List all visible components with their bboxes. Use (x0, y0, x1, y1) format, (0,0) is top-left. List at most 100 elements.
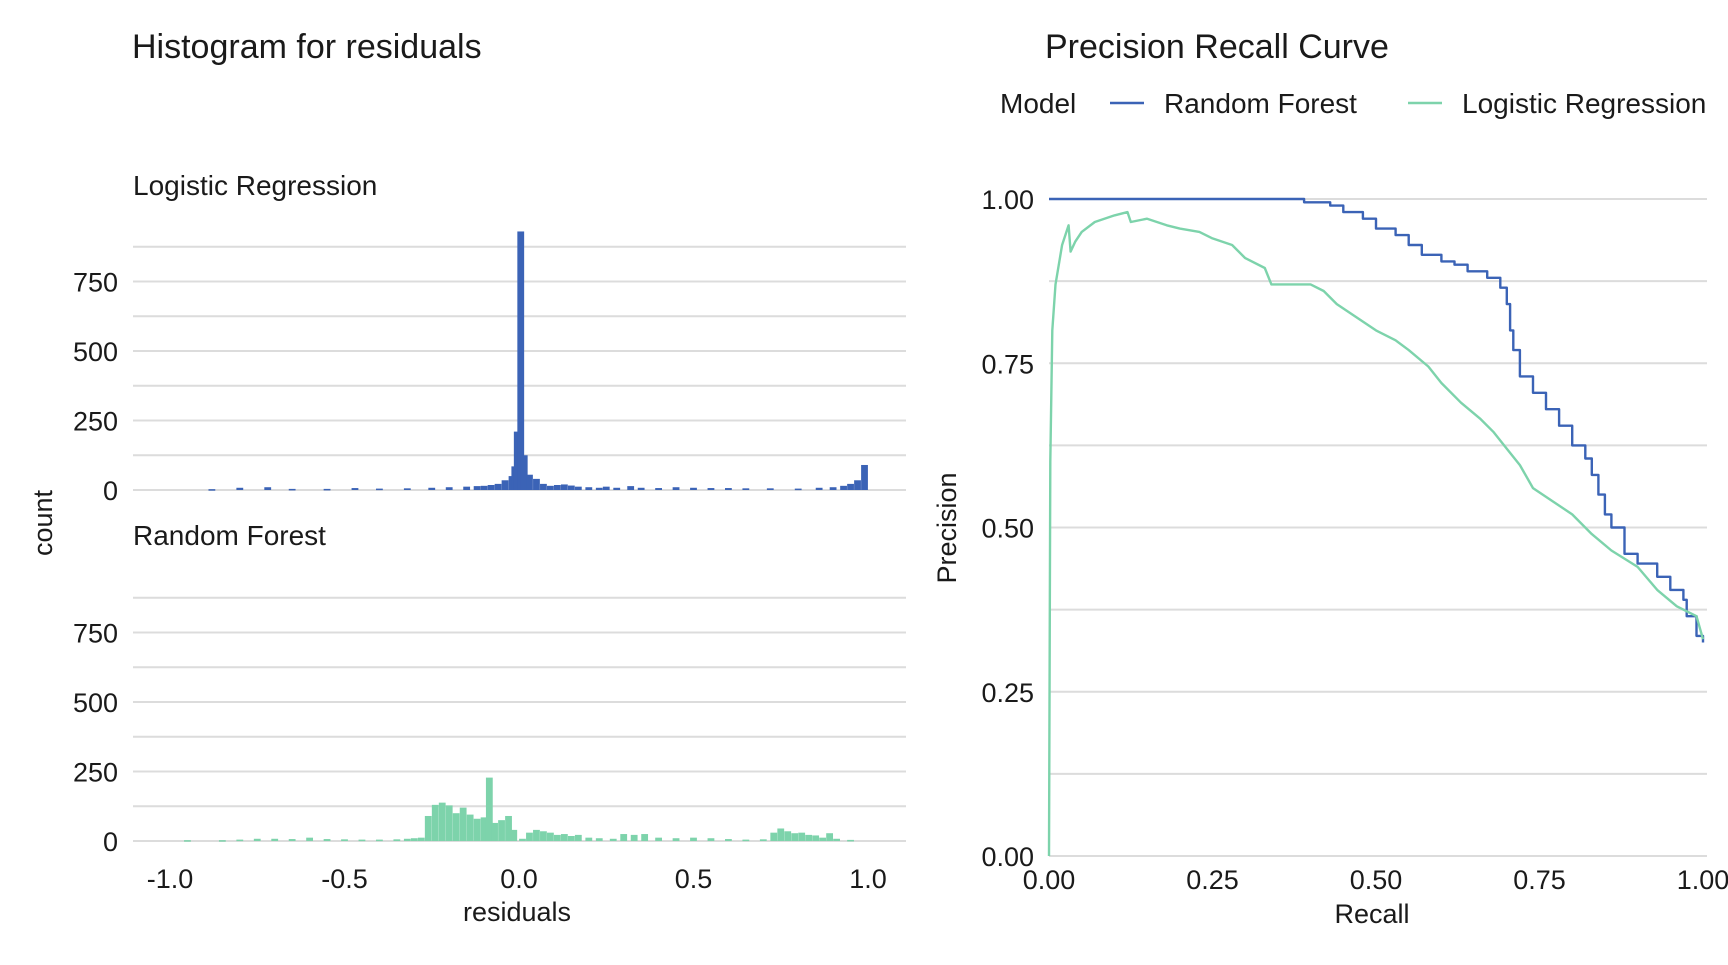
histogram-bar (431, 804, 439, 841)
histogram-bar (218, 840, 226, 842)
histogram-bar (560, 484, 568, 490)
x-tick-label: 0.25 (1186, 865, 1239, 895)
y-tick-label: 750 (73, 268, 118, 298)
y-tick-label: 250 (73, 758, 118, 788)
histogram-bar (519, 838, 526, 841)
histogram-bar (288, 839, 296, 841)
histogram-bar (498, 820, 505, 841)
histogram-bar (403, 488, 411, 490)
histogram-bar (819, 837, 827, 841)
y-tick-label: 0.00 (981, 842, 1034, 872)
histogram-bar (630, 834, 638, 841)
histogram-bar (428, 487, 436, 490)
histogram-x-ticks: -1.0 -0.5 0.0 0.5 1.0 (147, 864, 887, 894)
histogram-bar (627, 486, 635, 490)
pr-legend-items: Random Forest Logistic Regression (1110, 88, 1706, 119)
histogram-bar (271, 838, 279, 841)
histogram-bar (637, 487, 645, 490)
histogram-bar (791, 833, 799, 841)
histogram-bar (847, 839, 854, 842)
histogram-bar (759, 839, 767, 841)
legend-label: Logistic Regression (1462, 88, 1706, 119)
histogram-bar (854, 480, 861, 490)
histogram-bar (526, 832, 533, 841)
histogram-bar (553, 834, 561, 841)
histogram-bar (620, 834, 628, 841)
histogram-bar (351, 488, 359, 490)
panel-strip-label: Random Forest (133, 520, 326, 551)
histogram-bar (288, 488, 296, 491)
histogram-bar (847, 483, 854, 490)
histogram-bar (480, 817, 488, 841)
histogram-bar (491, 822, 498, 841)
y-tick-label: 500 (73, 688, 118, 718)
pr-grid (1049, 198, 1707, 857)
histogram-bar (410, 838, 418, 841)
histogram-bar (560, 834, 568, 841)
histogram-panels: Logistic Regression 0 250 500 750 Random Fore… (73, 170, 906, 857)
y-tick-label: 1.00 (981, 185, 1034, 215)
y-tick-label: 500 (73, 337, 118, 367)
histogram-bar (341, 839, 348, 841)
histogram-bar (424, 815, 432, 841)
histogram-chart: Histogram for residuals Logistic Regress… (28, 28, 906, 927)
histogram-y-axis-label: count (28, 489, 58, 556)
histogram-bar (595, 838, 603, 841)
histogram-bar (485, 777, 493, 841)
panel-strip-label: Logistic Regression (133, 170, 377, 201)
histogram-bar (777, 828, 785, 841)
histogram-bar (690, 487, 697, 490)
histogram-bar (609, 838, 617, 841)
pr-ticks: 0.00 0.25 0.50 0.75 1.00 0.00 0.25 0.50 0.75 1.00 (981, 185, 1728, 895)
histogram-panel: Logistic Regression 0 250 500 750 (73, 170, 906, 506)
pr-y-axis-label: Precision (932, 472, 962, 583)
x-tick-label: 0.00 (1023, 865, 1076, 895)
histogram-bar (826, 833, 834, 841)
histogram-bar (403, 838, 411, 841)
histogram-bar (208, 489, 216, 491)
histogram-bar (784, 831, 792, 841)
histogram-bar (655, 837, 663, 841)
pr-series (1047, 197, 1705, 857)
histogram-bar (417, 837, 425, 841)
histogram-bar (595, 487, 603, 490)
histogram-bar (375, 488, 383, 491)
histogram-bar (547, 832, 554, 841)
histogram-bar (585, 487, 593, 490)
pr-legend: Model Random Forest Logistic Regression (1000, 88, 1706, 119)
histogram-bar (553, 484, 561, 490)
histogram-bar (517, 231, 525, 490)
histogram-title: Histogram for residuals (132, 28, 482, 66)
histogram-bar (672, 838, 680, 841)
histogram-bar (724, 839, 732, 841)
pr-title: Precision Recall Curve (1045, 28, 1389, 66)
histogram-bar (323, 839, 331, 841)
histogram-bar (323, 488, 331, 491)
histogram-bar (742, 839, 750, 842)
x-tick-label: 1.00 (1677, 865, 1728, 895)
histogram-bar (798, 832, 806, 841)
histogram-bar (805, 834, 813, 841)
histogram-bar (438, 802, 446, 841)
histogram-bar (707, 838, 715, 841)
histogram-bar (184, 840, 191, 842)
histogram-bar (690, 837, 697, 841)
histogram-bar (861, 464, 868, 490)
histogram-x-axis-label: residuals (463, 897, 571, 927)
histogram-bar (473, 818, 481, 841)
histogram-bar (358, 839, 366, 842)
histogram-bar (480, 485, 488, 490)
histogram-bar (501, 480, 509, 490)
y-tick-label: 0 (103, 476, 118, 506)
x-tick-label: -0.5 (321, 864, 368, 894)
histogram-bar (567, 485, 575, 490)
histogram-bar (574, 486, 582, 490)
histogram-bar (540, 831, 547, 841)
histogram-bar (526, 474, 533, 490)
histogram-bar (253, 838, 261, 841)
legend-label: Random Forest (1164, 88, 1357, 119)
series-line (1049, 197, 1705, 643)
x-tick-label: 1.0 (849, 864, 887, 894)
legend-item: Random Forest (1110, 88, 1357, 119)
